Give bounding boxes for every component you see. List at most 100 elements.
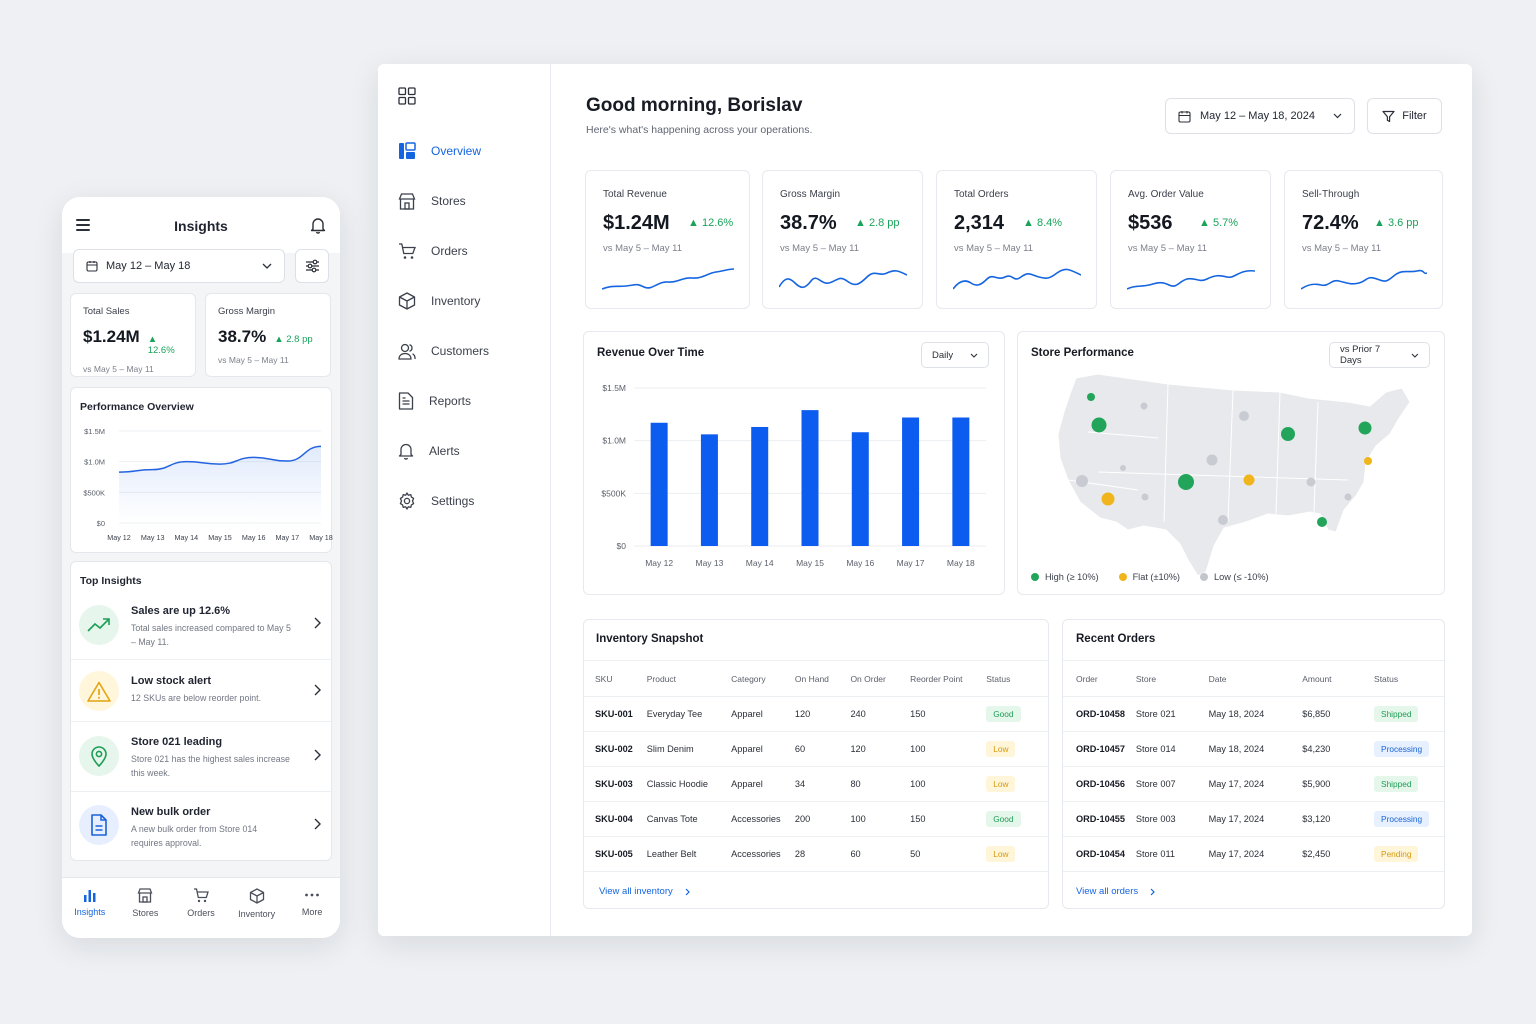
table-row[interactable]: ORD-10457 Store 014 May 18, 2024 $4,230 Proc… [1063,731,1444,767]
table-row[interactable]: SKU-002 Slim Denim Apparel 60 120 100 Low [584,731,1048,767]
store-marker [1306,477,1316,487]
sparkline [953,268,1081,290]
mobile-bottom-nav: Insights Stores Orders Inventory More [62,877,340,938]
kpi-card-orders[interactable]: Total Orders 2,314 ▲ 8.4% vs May 5 – May… [936,170,1097,309]
sidebar-item-label: Customers [431,344,490,358]
sidebar-item-reports[interactable]: Reports [398,389,548,413]
table-cell: 240 [850,696,911,732]
nav-orders[interactable]: Orders [173,878,229,938]
mobile-kpi-card[interactable]: Gross Margin 38.7% ▲ 2.8 pp vs May 5 – Ma… [205,293,331,377]
insight-item[interactable]: New bulk order A new bulk order from Sto… [71,791,333,861]
table-cell: 100 [850,801,911,837]
mobile-filter-button[interactable] [295,249,329,283]
table-row[interactable]: SKU-005 Leather Belt Accessories 28 60 50 Low [584,836,1048,872]
sidebar-item-stores[interactable]: Stores [398,189,548,213]
table-cell: Store 011 [1135,836,1209,872]
apps-grid-icon[interactable] [398,87,416,105]
kpi-label: Sell-Through [1302,189,1360,200]
sidebar-item-orders[interactable]: Orders [398,239,548,263]
table-row[interactable]: ORD-10454 Store 011 May 17, 2024 $2,450 Pend… [1063,836,1444,872]
sidebar-item-settings[interactable]: Settings [398,489,548,513]
mobile-header: Insights [62,197,340,253]
kpi-card-aov[interactable]: Avg. Order Value $536 ▲ 5.7% vs May 5 – … [1110,170,1271,309]
table-cell: Leather Belt [646,836,732,872]
mobile-date-picker[interactable]: May 12 – May 18 [73,249,285,283]
insight-item[interactable]: Store 021 leading Store 021 has the high… [71,721,333,791]
store-marker [1076,475,1088,487]
insight-item[interactable]: Low stock alert 12 SKUs are below reorde… [71,659,333,721]
column-header: On Hand [794,660,851,697]
kpi-change: ▲ 12.6% [147,334,175,356]
kpi-card-margin[interactable]: Gross Margin 38.7% ▲ 2.8 pp vs May 5 – M… [762,170,923,309]
comparison-select[interactable]: vs Prior 7 Days [1329,342,1430,368]
bar-chart-icon [83,890,96,902]
store-marker [1141,493,1149,501]
sidebar-item-inventory[interactable]: Inventory [398,289,548,313]
y-tick-label: $0 [97,519,105,528]
table-cell: ORD-10455 [1063,801,1136,837]
column-header: SKU [584,660,647,697]
kpi-value: $1.24M [83,327,140,346]
sidebar-item-customers[interactable]: Customers [398,339,548,363]
table-cell: 120 [850,731,911,767]
column-header: Date [1208,660,1303,697]
table-cell: $5,900 [1302,766,1375,802]
comparison-value: vs Prior 7 Days [1340,344,1381,366]
table-cell: $3,120 [1302,801,1375,837]
table-row[interactable]: ORD-10455 Store 003 May 17, 2024 $3,120 Proc… [1063,801,1444,837]
table-row[interactable]: SKU-001 Everyday Tee Apparel 120 240 150 Good [584,696,1048,732]
view-all-orders-link[interactable]: View all orders [1076,886,1155,897]
table-cell: 100 [910,766,987,802]
filter-button[interactable]: Filter [1367,98,1442,134]
sidebar-item-overview[interactable]: Overview [398,139,548,163]
nav-more[interactable]: More [284,878,340,938]
table-cell: Apparel [731,696,795,732]
revenue-bar [801,410,819,546]
hamburger-icon[interactable] [76,219,90,231]
map-legend: High (≥ 10%) Flat (±10%) Low (≤ -10%) [1031,572,1269,582]
table-cell: $6,850 [1302,696,1375,732]
revenue-title: Revenue Over Time [597,347,705,359]
nav-stores[interactable]: Stores [118,878,174,938]
table-cell: Store 021 [1135,696,1209,732]
revenue-bar [851,432,869,546]
sidebar-item-alerts[interactable]: Alerts [398,439,548,463]
bell-icon [398,443,414,460]
status-cell: Good [986,696,1048,732]
bell-icon[interactable] [310,217,326,234]
status-cell: Processing [1374,801,1444,837]
insight-item[interactable]: Sales are up 12.6% Total sales increased… [71,595,333,659]
table-cell: 100 [910,731,987,767]
x-tick-label: May 12 [107,533,131,542]
table-row[interactable]: SKU-004 Canvas Tote Accessories 200 100 150 Go… [584,801,1048,837]
mobile-kpi-card[interactable]: Total Sales $1.24M ▲ 12.6% vs May 5 – May… [70,293,196,377]
table-row[interactable]: SKU-003 Classic Hoodie Apparel 34 80 100 Low [584,766,1048,802]
column-header: Category [731,660,795,697]
kpi-card-revenue[interactable]: Total Revenue $1.24M ▲ 12.6% vs May 5 – … [585,170,750,309]
nav-inventory[interactable]: Inventory [229,878,285,938]
x-tick-label: May 12 [645,558,673,568]
table-cell: Classic Hoodie [646,766,732,802]
date-range-picker[interactable]: May 12 – May 18, 2024 [1165,98,1355,134]
nav-insights[interactable]: Insights [62,878,118,938]
table-row[interactable]: ORD-10456 Store 007 May 17, 2024 $5,900 Ship… [1063,766,1444,802]
status-badge: Pending [1374,846,1419,862]
store-marker [1091,417,1107,433]
x-tick-label: May 18 [947,558,975,568]
insight-title: New bulk order [131,806,211,818]
desktop-app: Overview Stores Orders Inventory Custome… [378,64,1472,936]
table-cell: 200 [794,801,851,837]
store-icon [137,888,153,903]
us-map [1057,373,1411,577]
insight-description: Store 021 has the highest sales increase… [131,754,290,778]
table-row[interactable]: ORD-10458 Store 021 May 18, 2024 $6,850 Ship… [1063,696,1444,732]
y-tick-label: $1.0M [84,458,105,467]
cart-icon [399,242,416,259]
kpi-card-sell-through[interactable]: Sell-Through 72.4% ▲ 3.6 pp vs May 5 – M… [1284,170,1443,309]
table-cell: Store 007 [1135,766,1209,802]
chevron-down-icon [1333,113,1342,119]
table-cell: SKU-001 [584,696,647,732]
kpi-compare: vs May 5 – May 11 [218,355,289,365]
granularity-select[interactable]: Daily [921,342,989,368]
view-all-inventory-link[interactable]: View all inventory [599,886,690,897]
